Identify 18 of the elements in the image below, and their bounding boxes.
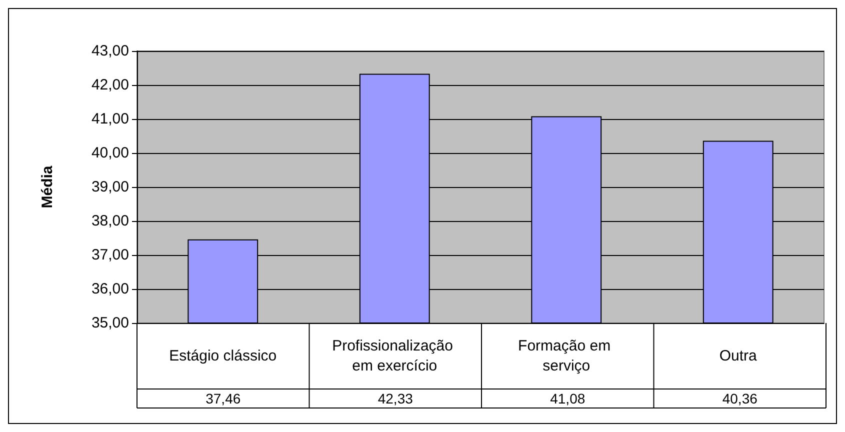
y-axis-title: Média xyxy=(39,165,56,208)
x-tick-label: Formação em serviço xyxy=(518,338,615,374)
y-tick-label: 36,00 xyxy=(91,280,129,298)
y-tick-label: 40,00 xyxy=(91,144,129,162)
y-tick-label: 41,00 xyxy=(91,110,129,128)
y-tick-label: 37,00 xyxy=(91,246,129,264)
y-tick-label: 43,00 xyxy=(91,42,129,60)
y-tick-label: 39,00 xyxy=(91,178,129,196)
y-tick-label: 42,00 xyxy=(91,76,129,94)
data-label: 42,33 xyxy=(378,390,414,406)
y-tick-label: 35,00 xyxy=(91,314,129,332)
y-tick-label: 38,00 xyxy=(91,212,129,230)
data-label: 37,46 xyxy=(206,390,241,406)
x-tick-label: Outra xyxy=(719,348,758,364)
data-label: 41,08 xyxy=(550,390,586,406)
data-label: 40,36 xyxy=(722,390,758,406)
x-tick-label: Profissionalização em exercício xyxy=(332,338,458,374)
x-tick-label: Estágio clássico xyxy=(169,348,277,364)
